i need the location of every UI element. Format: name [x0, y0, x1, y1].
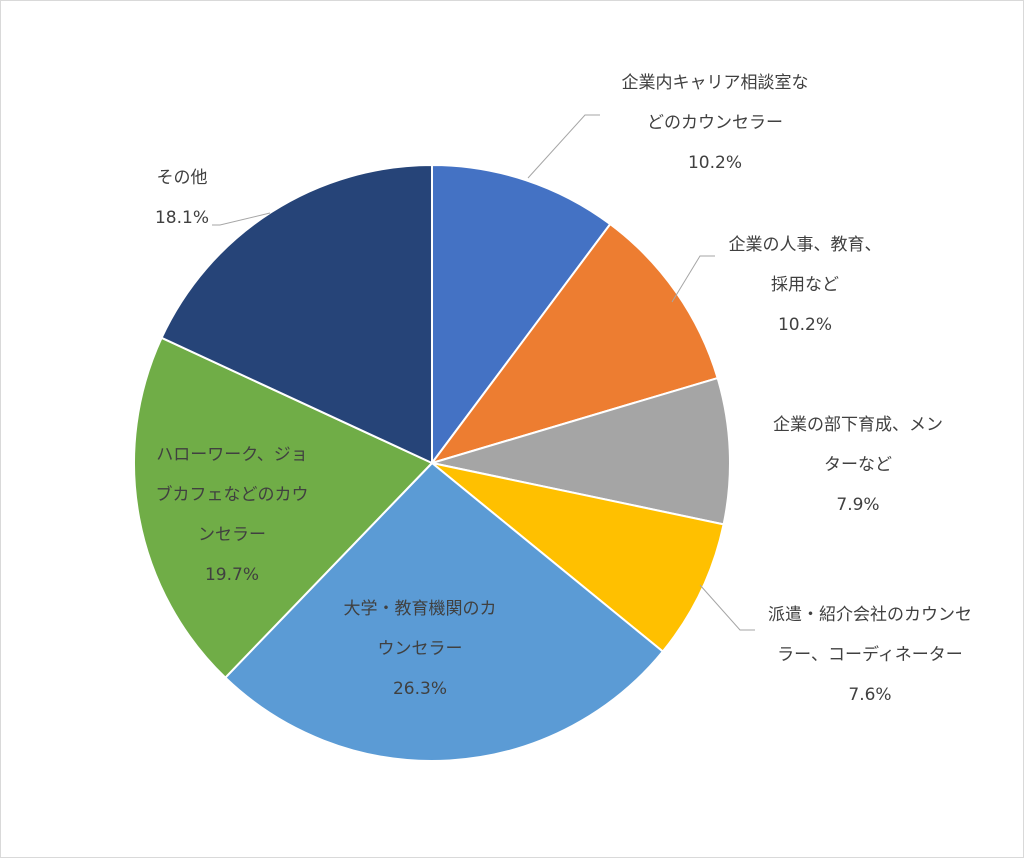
pie-slice-1: [429, 222, 719, 465]
slice-category-label-4: 大学・教育機関のカ: [344, 599, 497, 619]
slice-value-label-6: 18.1%: [155, 208, 209, 228]
slice-category-label-4: ウンセラー: [378, 639, 463, 659]
slice-category-label-0: 企業内キャリア相談室な: [622, 73, 809, 93]
slice-category-label-1: 採用など: [771, 275, 839, 295]
slice-value-label-0: 10.2%: [688, 153, 742, 173]
slice-category-label-3: ラー、コーディネーター: [777, 644, 963, 665]
pie-slice-2: [431, 376, 731, 526]
slice-value-label-5: 19.7%: [205, 565, 259, 585]
slice-category-label-0: どのカウンセラー: [647, 113, 783, 133]
slice-category-label-1: 企業の人事、教育、: [729, 235, 882, 255]
slice-category-label-5: ハローワーク、ジョ: [156, 445, 307, 465]
pie-slice-3: [431, 462, 725, 653]
slice-category-label-2: ターなど: [824, 455, 892, 475]
slice-value-label-3: 7.6%: [848, 685, 891, 705]
slice-category-label-5: ンセラー: [198, 525, 266, 545]
leader-line-3: [699, 584, 755, 631]
pie-slice-6: [160, 163, 433, 465]
pie-slice-5: [133, 336, 434, 680]
slice-category-label-6: その他: [157, 168, 208, 188]
slice-value-label-2: 7.9%: [836, 495, 879, 515]
pie-slice-4: [223, 461, 665, 762]
slice-value-label-1: 10.2%: [778, 315, 832, 335]
pie-slice-0: [431, 163, 612, 467]
slice-category-label-2: 企業の部下育成、メン: [773, 415, 943, 435]
slice-value-label-4: 26.3%: [393, 679, 447, 699]
slice-category-label-5: ブカフェなどのカウ: [156, 484, 309, 505]
pie-slices: [133, 163, 731, 762]
leader-lines: [212, 114, 755, 631]
leader-line-6: [212, 212, 271, 226]
leader-line-0: [527, 114, 600, 179]
leader-line-1: [671, 255, 715, 303]
slice-category-label-3: 派遣・紹介会社のカウンセ: [768, 605, 972, 625]
